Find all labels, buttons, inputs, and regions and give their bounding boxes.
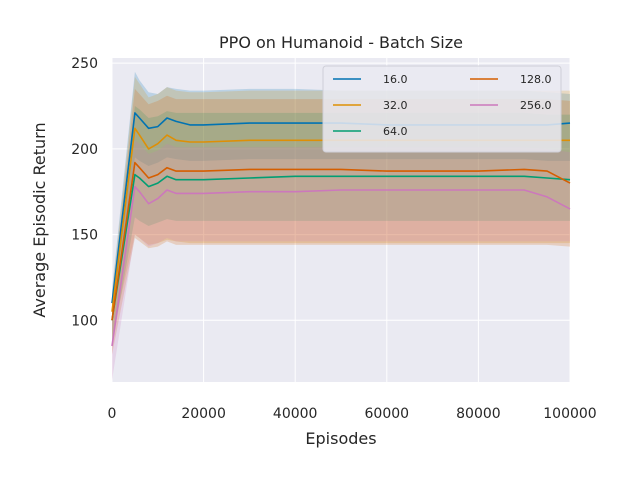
legend-label-16.0: 16.0 — [383, 73, 408, 86]
band-256.0 — [112, 140, 570, 381]
y-tick-label: 200 — [71, 142, 98, 158]
x-tick-label: 40000 — [273, 406, 318, 422]
band-64.0 — [112, 106, 570, 346]
band-128.0 — [112, 88, 570, 355]
x-tick-label: 60000 — [365, 406, 410, 422]
legend-frame — [322, 65, 562, 153]
series-line-256.0 — [111, 185, 571, 347]
x-tick-label: 20000 — [181, 406, 226, 422]
x-axis-label: Episodes — [305, 429, 376, 448]
x-tick-labels: 0 20000 40000 60000 80000 100000 — [108, 406, 597, 422]
legend-label-32.0: 32.0 — [383, 99, 408, 112]
y-axis-label: Average Episodic Return — [30, 122, 49, 317]
x-tick-label: 0 — [108, 406, 117, 422]
series-line-128.0 — [111, 161, 571, 321]
x-tick-label: 100000 — [543, 406, 596, 422]
series-line-64.0 — [111, 173, 571, 321]
legend: 16.0 32.0 64.0 128.0 256.0 — [322, 65, 562, 153]
legend-label-256.0: 256.0 — [520, 99, 552, 112]
legend-label-64.0: 64.0 — [383, 125, 408, 138]
y-tick-label: 250 — [71, 56, 98, 72]
legend-label-128.0: 128.0 — [520, 73, 552, 86]
x-tick-label: 80000 — [456, 406, 501, 422]
y-tick-label: 100 — [71, 313, 98, 329]
chart-title: PPO on Humanoid - Batch Size — [219, 33, 463, 52]
y-tick-label: 150 — [71, 228, 98, 244]
y-tick-labels: 100 150 200 250 — [71, 56, 98, 329]
